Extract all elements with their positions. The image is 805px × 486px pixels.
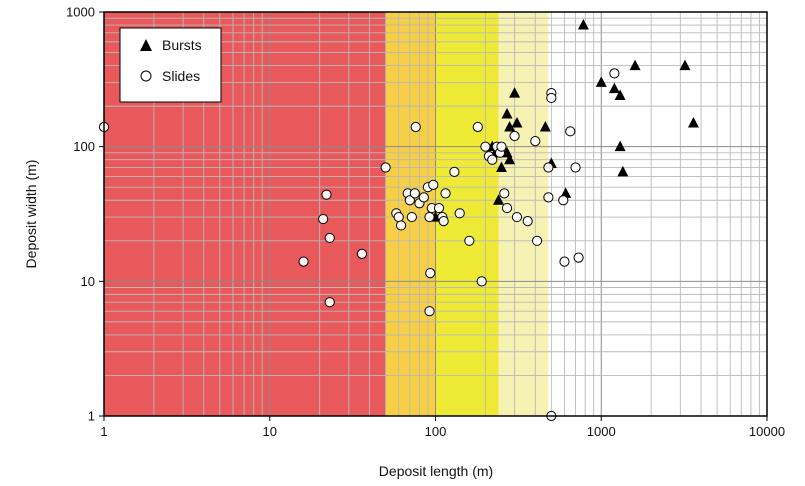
point-slides — [438, 216, 449, 227]
point-slides — [425, 268, 436, 279]
point-slides — [487, 154, 498, 165]
x-tick-label: 10 — [263, 424, 277, 439]
point-slides — [440, 188, 451, 199]
point-slides — [565, 126, 576, 137]
point-bursts — [617, 165, 629, 177]
y-tick-label: 10 — [81, 274, 95, 289]
point-slides — [501, 202, 513, 214]
point-bursts — [679, 59, 691, 71]
legend-box — [119, 27, 222, 103]
legend: Bursts Slides — [119, 27, 222, 103]
point-slides — [543, 162, 554, 173]
point-bursts — [629, 59, 641, 71]
point-bursts — [493, 194, 505, 205]
point-slides — [476, 276, 487, 287]
background-band-4 — [498, 12, 549, 416]
x-axis-title: Deposit length (m) — [379, 463, 493, 479]
point-bursts — [504, 120, 516, 132]
legend-label-bursts: Bursts — [162, 37, 202, 53]
point-slides — [424, 211, 435, 223]
point-bursts — [501, 107, 513, 119]
y-tick-label: 1 — [88, 409, 95, 424]
point-bursts — [509, 87, 521, 98]
point-bursts — [504, 153, 516, 165]
point-slides — [298, 256, 309, 267]
legend-marker-bursts — [140, 39, 152, 51]
point-slides — [433, 202, 445, 214]
point-slides — [609, 68, 620, 79]
y-tick-label: 1000 — [66, 5, 95, 20]
point-slides — [324, 232, 335, 244]
point-slides — [558, 195, 569, 206]
point-slides — [404, 195, 415, 206]
point-bursts — [614, 140, 626, 152]
point-slides — [449, 166, 460, 177]
point-slides — [522, 216, 533, 227]
point-slides — [499, 188, 510, 199]
point-slides — [318, 213, 329, 225]
point-slides — [424, 306, 435, 317]
x-tick-label: 1 — [100, 424, 107, 439]
point-slides — [454, 208, 465, 219]
legend-marker-slides — [140, 70, 152, 82]
y-axis-title: Deposit width (m) — [23, 160, 39, 269]
point-slides — [464, 235, 475, 246]
x-tick-label: 10000 — [749, 424, 785, 439]
point-slides — [321, 189, 332, 200]
point-slides — [531, 235, 543, 246]
point-slides — [418, 192, 429, 203]
point-slides — [324, 297, 335, 308]
point-slides — [530, 135, 541, 147]
x-axis-ticks: 1 10 100 1000 10000 — [100, 416, 785, 439]
point-slides — [410, 121, 421, 133]
point-slides — [573, 252, 584, 263]
legend-label-slides: Slides — [162, 68, 200, 84]
point-slides — [570, 162, 581, 173]
point-slides — [393, 211, 404, 223]
y-tick-label: 100 — [73, 139, 95, 154]
x-tick-label: 100 — [425, 424, 447, 439]
point-slides — [559, 256, 570, 267]
point-slides — [480, 141, 491, 152]
point-bursts — [511, 116, 523, 128]
data-points — [98, 19, 699, 422]
point-bursts — [495, 161, 507, 173]
point-slides — [543, 192, 554, 203]
point-bursts — [687, 116, 699, 128]
point-slides — [406, 211, 417, 223]
point-bursts — [539, 120, 551, 132]
point-slides — [509, 130, 520, 142]
point-slides — [409, 188, 420, 199]
point-bursts — [577, 19, 589, 30]
point-slides — [380, 162, 391, 173]
x-tick-label: 1000 — [587, 424, 616, 439]
y-axis-ticks: 1 10 100 1000 — [66, 5, 104, 424]
point-slides — [511, 211, 523, 223]
point-slides — [496, 141, 507, 152]
point-bursts — [595, 76, 607, 87]
point-slides — [472, 121, 483, 133]
point-bursts — [608, 82, 620, 94]
point-slides — [356, 248, 368, 259]
point-slides — [428, 179, 439, 191]
point-bursts — [614, 89, 626, 100]
point-slides — [546, 92, 557, 104]
point-slides — [395, 220, 407, 231]
